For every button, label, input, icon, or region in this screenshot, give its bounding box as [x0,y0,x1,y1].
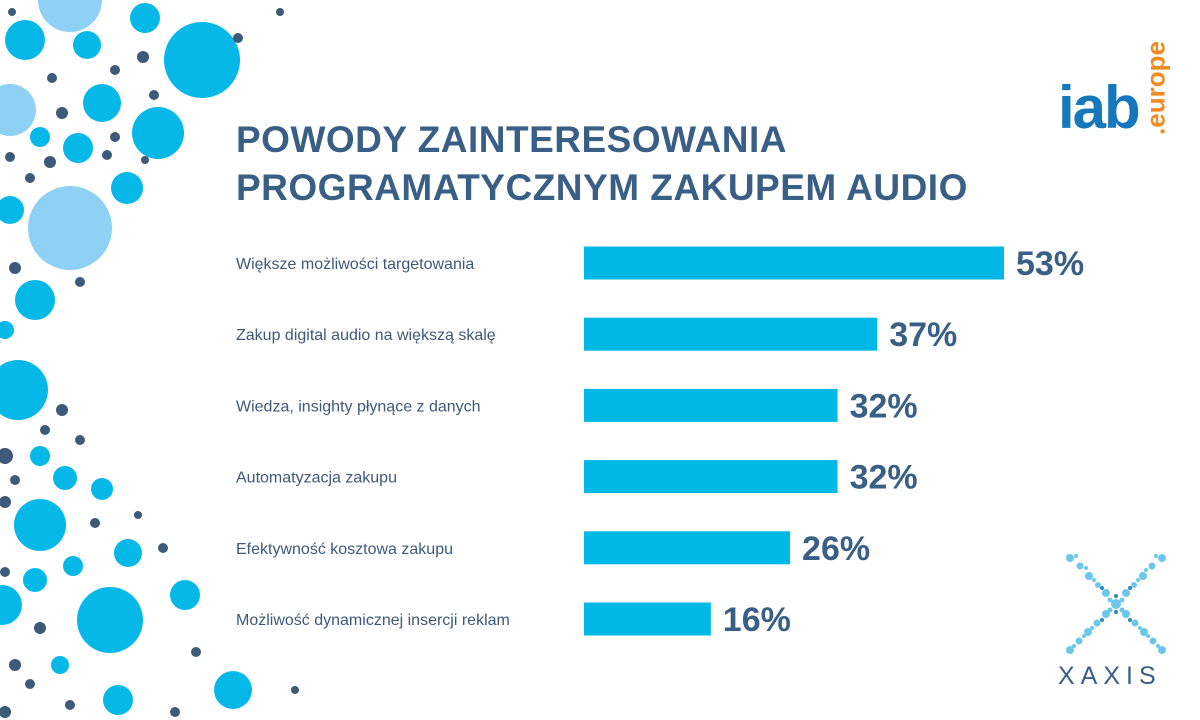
category-label: Możliwość dynamicznej insercji reklam [236,612,510,629]
bar [584,388,838,422]
bar [584,531,791,565]
category-label: Efektywność kosztowa zakupu [236,541,453,558]
chart-title: POWODY ZAINTERESOWANIA PROGRAMATYCZNYM Z… [236,116,968,212]
bar [584,602,711,636]
value-label: 53% [1016,245,1084,283]
xaxis-logo-text: XAXIS [1058,662,1162,690]
bar [584,317,878,351]
value-label: 26% [802,530,870,568]
chart-title-line-2: PROGRAMATYCZNYM ZAKUPEM AUDIO [236,167,968,208]
value-label: 16% [723,601,791,639]
value-label: 32% [850,387,918,425]
category-label: Automatyzacja zakupu [236,470,397,487]
chart-title-line-1: POWODY ZAINTERESOWANIA [236,119,787,160]
category-label: Zakup digital audio na większą skalę [236,327,496,344]
iab-logo: iab [1058,74,1141,141]
category-label: Większe możliwości targetowania [236,256,474,273]
category-label: Wiedza, insighty płynące z danych [236,398,481,415]
bar [584,246,1004,280]
bubble-cluster-left [0,0,299,718]
xaxis-logo-mark [1066,554,1166,654]
bar [584,460,838,494]
value-label: 37% [889,316,957,354]
value-label: 32% [850,459,918,497]
